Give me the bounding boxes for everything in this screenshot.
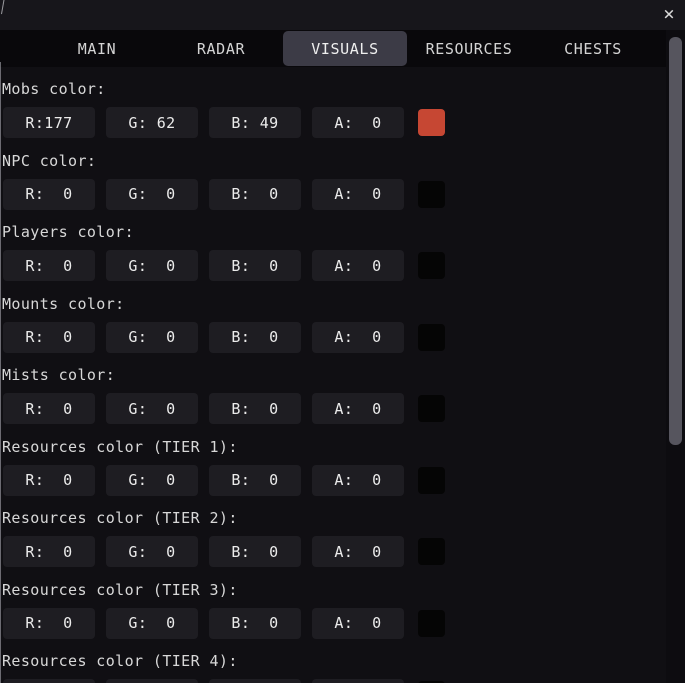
tab-radar[interactable]: RADAR bbox=[159, 31, 283, 66]
color-swatch[interactable] bbox=[418, 252, 445, 279]
rgba-row: R: 0 G: 0 B: 0 A: 0 bbox=[3, 321, 664, 353]
tab-visuals[interactable]: VISUALS bbox=[283, 31, 407, 66]
window-border bbox=[0, 62, 1, 683]
g-field[interactable]: G: 0 bbox=[106, 178, 198, 210]
section-label: Resources color (TIER 1): bbox=[2, 437, 238, 456]
rgba-row: R: 0 G: 0 B: 0 A: 0 bbox=[3, 178, 664, 210]
b-field[interactable]: B: 0 bbox=[209, 393, 301, 424]
color-swatch[interactable] bbox=[418, 609, 445, 637]
scrollbar-track[interactable] bbox=[666, 30, 685, 683]
r-field[interactable]: R: 0 bbox=[3, 321, 95, 353]
r-field[interactable]: R: 0 bbox=[3, 536, 95, 567]
a-field[interactable]: A: 0 bbox=[312, 107, 404, 138]
a-field[interactable]: A: 0 bbox=[312, 679, 404, 683]
color-section: Mobs color: R:177 G: 62 B: 49 A: 0 bbox=[2, 80, 664, 138]
tab-label: VISUALS bbox=[311, 39, 379, 58]
rgba-row: R: 0 G: 0 B: 0 A: 0 bbox=[3, 536, 664, 567]
tab-bar: MAIN RADAR VISUALS RESOURCES CHESTS bbox=[0, 30, 685, 67]
titlebar: × bbox=[0, 0, 685, 30]
tab-label: MAIN bbox=[77, 39, 117, 58]
rgba-row: R: 0 G: 0 B: 0 A: 0 bbox=[3, 464, 664, 496]
tab-resources[interactable]: RESOURCES bbox=[407, 31, 531, 66]
b-field[interactable]: B: 0 bbox=[209, 607, 301, 639]
tab-main[interactable]: MAIN bbox=[35, 31, 159, 66]
r-field[interactable]: R: 0 bbox=[3, 464, 95, 496]
b-field[interactable]: B: 0 bbox=[209, 178, 301, 210]
r-field[interactable]: R: 0 bbox=[3, 250, 95, 281]
a-field[interactable]: A: 0 bbox=[312, 393, 404, 424]
scrollbar-thumb[interactable] bbox=[669, 37, 682, 445]
r-field[interactable]: R: 0 bbox=[3, 178, 95, 210]
color-swatch[interactable] bbox=[418, 538, 445, 565]
a-field[interactable]: A: 0 bbox=[312, 250, 404, 281]
section-label: Mounts color: bbox=[2, 294, 125, 313]
tab-label: RESOURCES bbox=[425, 39, 513, 58]
color-swatch[interactable] bbox=[418, 466, 445, 494]
b-field[interactable]: B: 0 bbox=[209, 679, 301, 683]
rgba-row: R: 0 G: 0 B: 0 A: 0 bbox=[3, 250, 664, 281]
rgba-row: R: 0 G: 0 B: 0 A: 0 bbox=[3, 679, 664, 683]
color-section: NPC color: R: 0 G: 0 B: 0 A: 0 bbox=[2, 151, 664, 210]
r-field[interactable]: R: 0 bbox=[3, 393, 95, 424]
section-label: Mists color: bbox=[2, 366, 116, 384]
b-field[interactable]: B: 49 bbox=[209, 107, 301, 138]
color-swatch[interactable] bbox=[418, 109, 445, 136]
color-swatch[interactable] bbox=[418, 395, 445, 422]
a-field[interactable]: A: 0 bbox=[312, 607, 404, 639]
rgba-row: R: 0 G: 0 B: 0 A: 0 bbox=[3, 607, 664, 639]
color-section: Resources color (TIER 1): R: 0 G: 0 B: 0… bbox=[2, 437, 664, 496]
r-field[interactable]: R:177 bbox=[3, 107, 95, 138]
b-field[interactable]: B: 0 bbox=[209, 536, 301, 567]
color-section: Resources color (TIER 4): R: 0 G: 0 B: 0… bbox=[2, 652, 664, 683]
rgba-row: R: 0 G: 0 B: 0 A: 0 bbox=[3, 393, 664, 424]
b-field[interactable]: B: 0 bbox=[209, 321, 301, 353]
g-field[interactable]: G: 0 bbox=[106, 393, 198, 424]
section-label: Resources color (TIER 4): bbox=[2, 652, 238, 670]
tab-label: CHESTS bbox=[564, 39, 622, 58]
color-swatch[interactable] bbox=[418, 681, 445, 683]
tab-label: RADAR bbox=[196, 39, 246, 58]
g-field[interactable]: G: 0 bbox=[106, 607, 198, 639]
color-swatch[interactable] bbox=[418, 323, 445, 351]
g-field[interactable]: G: 0 bbox=[106, 536, 198, 567]
section-label: Players color: bbox=[2, 223, 135, 241]
rgba-row: R:177 G: 62 B: 49 A: 0 bbox=[3, 107, 664, 138]
tab-strip: MAIN RADAR VISUALS RESOURCES CHESTS bbox=[35, 30, 655, 67]
g-field[interactable]: G: 0 bbox=[106, 464, 198, 496]
tab-chests[interactable]: CHESTS bbox=[531, 31, 655, 66]
a-field[interactable]: A: 0 bbox=[312, 178, 404, 210]
color-section: Mists color: R: 0 G: 0 B: 0 A: 0 bbox=[2, 366, 664, 424]
section-label: Mobs color: bbox=[2, 80, 106, 98]
close-icon[interactable]: × bbox=[663, 3, 675, 25]
settings-content: Mobs color: R:177 G: 62 B: 49 A: 0 NPC c… bbox=[0, 67, 664, 683]
section-label: NPC color: bbox=[2, 151, 97, 170]
section-label: Resources color (TIER 2): bbox=[2, 509, 238, 527]
color-section: Resources color (TIER 2): R: 0 G: 0 B: 0… bbox=[2, 509, 664, 567]
color-swatch[interactable] bbox=[418, 180, 445, 208]
color-section: Mounts color: R: 0 G: 0 B: 0 A: 0 bbox=[2, 294, 664, 353]
r-field[interactable]: R: 0 bbox=[3, 607, 95, 639]
a-field[interactable]: A: 0 bbox=[312, 321, 404, 353]
b-field[interactable]: B: 0 bbox=[209, 250, 301, 281]
color-section: Resources color (TIER 3): R: 0 G: 0 B: 0… bbox=[2, 580, 664, 639]
a-field[interactable]: A: 0 bbox=[312, 536, 404, 567]
section-label: Resources color (TIER 3): bbox=[2, 580, 238, 599]
g-field[interactable]: G: 62 bbox=[106, 107, 198, 138]
g-field[interactable]: G: 0 bbox=[106, 321, 198, 353]
g-field[interactable]: G: 0 bbox=[106, 679, 198, 683]
b-field[interactable]: B: 0 bbox=[209, 464, 301, 496]
r-field[interactable]: R: 0 bbox=[3, 679, 95, 683]
color-section: Players color: R: 0 G: 0 B: 0 A: 0 bbox=[2, 223, 664, 281]
g-field[interactable]: G: 0 bbox=[106, 250, 198, 281]
a-field[interactable]: A: 0 bbox=[312, 464, 404, 496]
